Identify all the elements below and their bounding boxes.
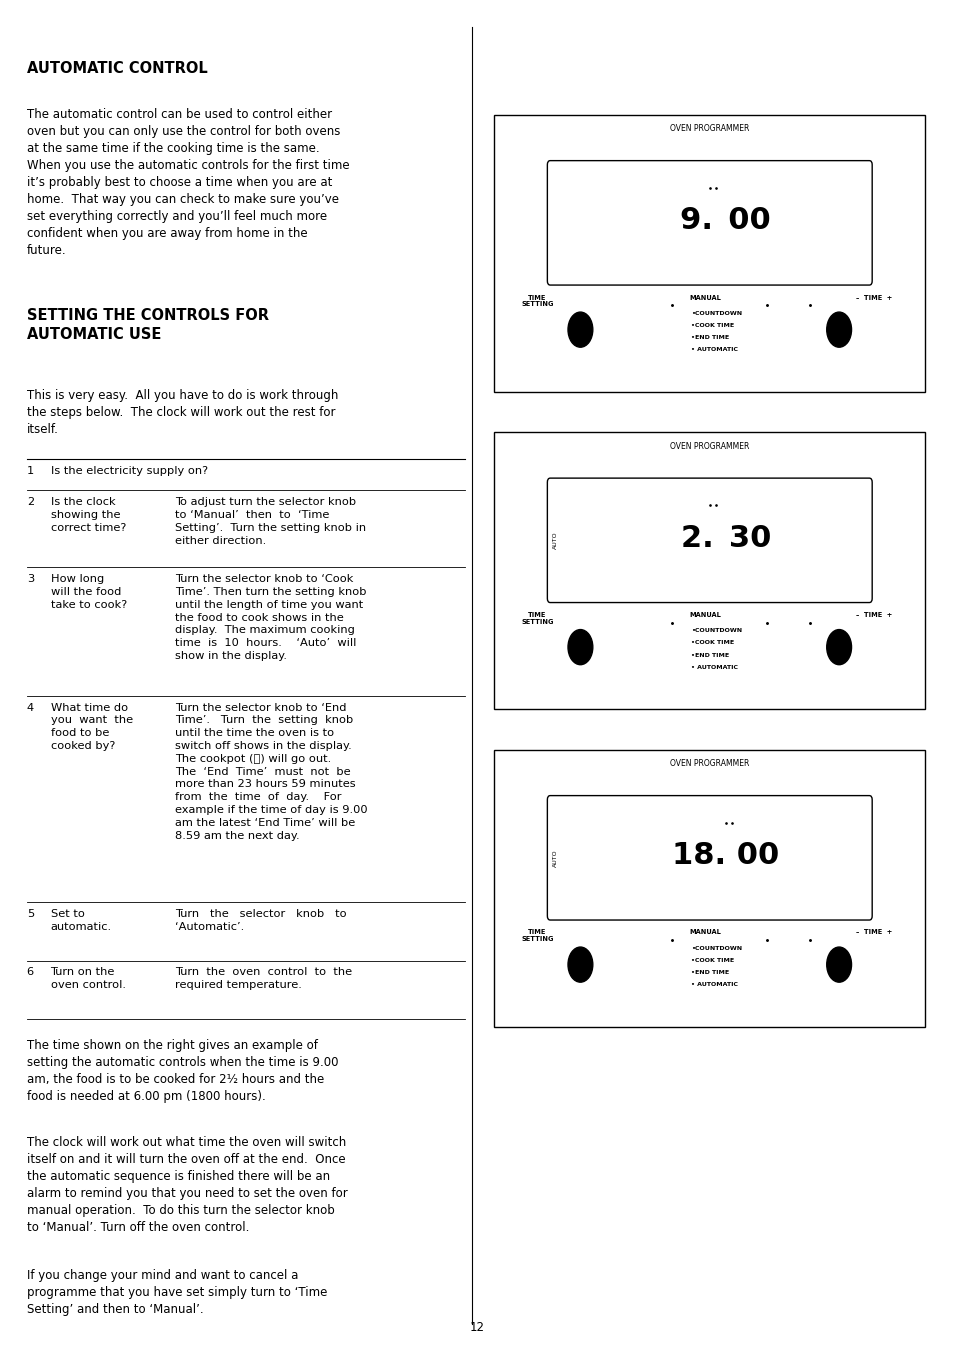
Text: Set to
automatic.: Set to automatic.	[51, 909, 112, 932]
Text: Turn on the
oven control.: Turn on the oven control.	[51, 967, 126, 990]
Text: This is very easy.  All you have to do is work through
the steps below.  The clo: This is very easy. All you have to do is…	[27, 389, 337, 436]
Text: •COUNTDOWN: •COUNTDOWN	[690, 311, 741, 316]
Text: AUTO: AUTO	[553, 531, 558, 549]
Text: –  TIME  +: – TIME +	[855, 612, 891, 617]
Text: If you change your mind and want to cancel a
programme that you have set simply : If you change your mind and want to canc…	[27, 1269, 327, 1316]
Text: The automatic control can be used to control either
oven but you can only use th: The automatic control can be used to con…	[27, 108, 349, 257]
Text: OVEN PROGRAMMER: OVEN PROGRAMMER	[669, 124, 749, 134]
Bar	[494, 115, 924, 392]
Text: TIME
SETTING: TIME SETTING	[520, 295, 553, 307]
Text: The time shown on the right gives an example of
setting the automatic controls w: The time shown on the right gives an exa…	[27, 1039, 338, 1102]
Text: SETTING THE CONTROLS FOR
AUTOMATIC USE: SETTING THE CONTROLS FOR AUTOMATIC USE	[27, 308, 269, 342]
Circle shape	[826, 947, 851, 982]
Text: •COOK TIME: •COOK TIME	[690, 640, 733, 646]
Bar	[494, 432, 924, 709]
Text: What time do
you  want  the
food to be
cooked by?: What time do you want the food to be coo…	[51, 703, 132, 751]
Text: Turn   the   selector   knob   to
‘Automatic’.: Turn the selector knob to ‘Automatic’.	[174, 909, 346, 932]
Text: • AUTOMATIC: • AUTOMATIC	[690, 982, 737, 988]
Text: •COOK TIME: •COOK TIME	[690, 323, 733, 328]
Text: –  TIME  +: – TIME +	[855, 929, 891, 935]
Text: Turn the selector knob to ‘End
Time’.   Turn  the  setting  knob
until the time : Turn the selector knob to ‘End Time’. Tu…	[174, 703, 367, 840]
Text: 12: 12	[469, 1321, 484, 1335]
Text: •COUNTDOWN: •COUNTDOWN	[690, 946, 741, 951]
Text: MANUAL: MANUAL	[688, 929, 720, 935]
Text: • AUTOMATIC: • AUTOMATIC	[690, 665, 737, 670]
Text: 9. 00: 9. 00	[679, 205, 770, 235]
Text: MANUAL: MANUAL	[688, 612, 720, 617]
Text: •END TIME: •END TIME	[690, 970, 728, 975]
Bar	[494, 750, 924, 1027]
Text: 2. 30: 2. 30	[679, 523, 770, 553]
Text: The clock will work out what time the oven will switch
itself on and it will tur: The clock will work out what time the ov…	[27, 1136, 347, 1235]
Text: AUTOMATIC CONTROL: AUTOMATIC CONTROL	[27, 61, 207, 76]
Text: Is the electricity supply on?: Is the electricity supply on?	[51, 466, 208, 476]
Text: 1: 1	[27, 466, 34, 476]
FancyBboxPatch shape	[547, 478, 871, 603]
Text: Turn the selector knob to ‘Cook
Time’. Then turn the setting knob
until the leng: Turn the selector knob to ‘Cook Time’. T…	[174, 574, 366, 661]
Text: MANUAL: MANUAL	[688, 295, 720, 300]
Text: 5: 5	[27, 909, 34, 919]
Text: 4: 4	[27, 703, 33, 712]
Text: 2: 2	[27, 497, 33, 507]
Text: Is the clock
showing the
correct time?: Is the clock showing the correct time?	[51, 497, 126, 532]
Text: –  TIME  +: – TIME +	[855, 295, 891, 300]
FancyBboxPatch shape	[547, 796, 871, 920]
Text: OVEN PROGRAMMER: OVEN PROGRAMMER	[669, 442, 749, 451]
Text: To adjust turn the selector knob
to ‘Manual’  then  to  ‘Time
Setting’.  Turn th: To adjust turn the selector knob to ‘Man…	[174, 497, 365, 546]
Circle shape	[826, 312, 851, 347]
Text: TIME
SETTING: TIME SETTING	[520, 929, 553, 942]
Text: •END TIME: •END TIME	[690, 335, 728, 340]
Text: OVEN PROGRAMMER: OVEN PROGRAMMER	[669, 759, 749, 769]
Text: 6: 6	[27, 967, 33, 977]
FancyBboxPatch shape	[547, 161, 871, 285]
Text: TIME
SETTING: TIME SETTING	[520, 612, 553, 624]
Circle shape	[567, 312, 592, 347]
Text: •COOK TIME: •COOK TIME	[690, 958, 733, 963]
Text: AUTO: AUTO	[553, 848, 558, 866]
Circle shape	[567, 630, 592, 665]
Text: 3: 3	[27, 574, 34, 584]
Text: How long
will the food
take to cook?: How long will the food take to cook?	[51, 574, 127, 609]
Circle shape	[826, 630, 851, 665]
Text: •END TIME: •END TIME	[690, 653, 728, 658]
Text: • AUTOMATIC: • AUTOMATIC	[690, 347, 737, 353]
Circle shape	[567, 947, 592, 982]
Text: •COUNTDOWN: •COUNTDOWN	[690, 628, 741, 634]
Text: 18. 00: 18. 00	[672, 840, 779, 870]
Text: Turn  the  oven  control  to  the
required temperature.: Turn the oven control to the required te…	[174, 967, 352, 990]
